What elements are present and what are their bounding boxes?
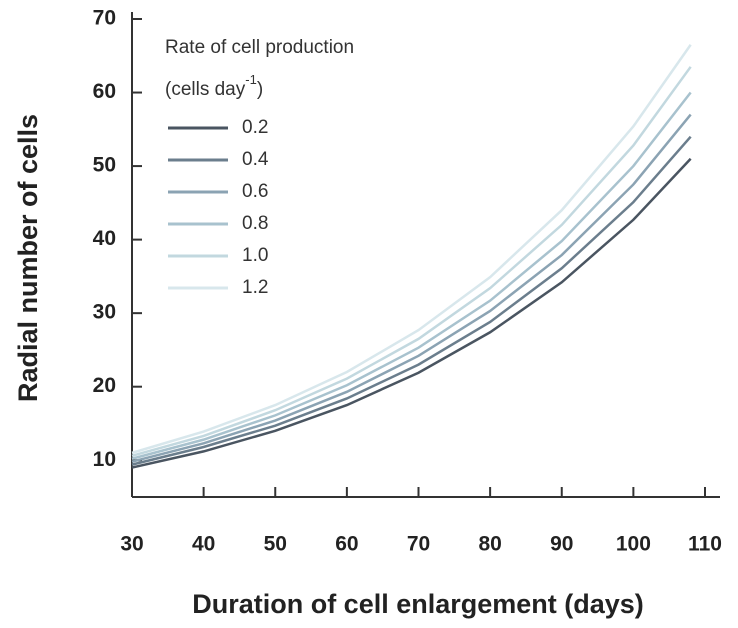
series-line (131, 44, 692, 455)
x-tick-label: 30 (120, 533, 143, 556)
x-tick-label: 90 (550, 533, 573, 556)
x-tick-label: 50 (264, 533, 287, 556)
y-tick-label: 60 (93, 80, 116, 103)
y-tick-label: 20 (93, 374, 116, 397)
legend-unit-sup: -1 (245, 72, 257, 87)
legend-label: 0.2 (242, 117, 268, 138)
series-line (131, 135, 692, 466)
legend-unit: (cells day-1) (165, 72, 263, 100)
y-tick-label: 40 (93, 227, 116, 250)
legend-label: 0.8 (242, 213, 268, 234)
x-tick-label: 110 (688, 533, 722, 556)
x-tick-label: 60 (335, 533, 358, 556)
legend-title: Rate of cell production (165, 37, 354, 58)
x-tick-label: 80 (478, 533, 501, 556)
y-tick-label: 70 (93, 7, 116, 30)
x-tick-label: 70 (407, 533, 430, 556)
series-line (131, 157, 692, 469)
series-line (131, 66, 692, 458)
x-tick-label: 100 (616, 533, 651, 556)
x-tick-label: 40 (192, 533, 215, 556)
legend-label: 1.0 (242, 245, 268, 266)
legend-label: 0.4 (242, 149, 269, 170)
legend-label: 1.2 (242, 277, 268, 298)
y-tick-label: 30 (93, 301, 116, 324)
x-axis-title: Duration of cell enlargement (days) (192, 589, 644, 619)
legend-label: 0.6 (242, 181, 268, 202)
legend-unit-text: (cells day (165, 79, 246, 100)
series-line (131, 91, 692, 460)
y-tick-label: 10 (93, 448, 116, 471)
y-axis-title: Radial number of cells (13, 114, 43, 402)
y-tick-label: 50 (93, 154, 116, 177)
series-line (131, 113, 692, 463)
legend-unit-end: ) (257, 79, 263, 100)
